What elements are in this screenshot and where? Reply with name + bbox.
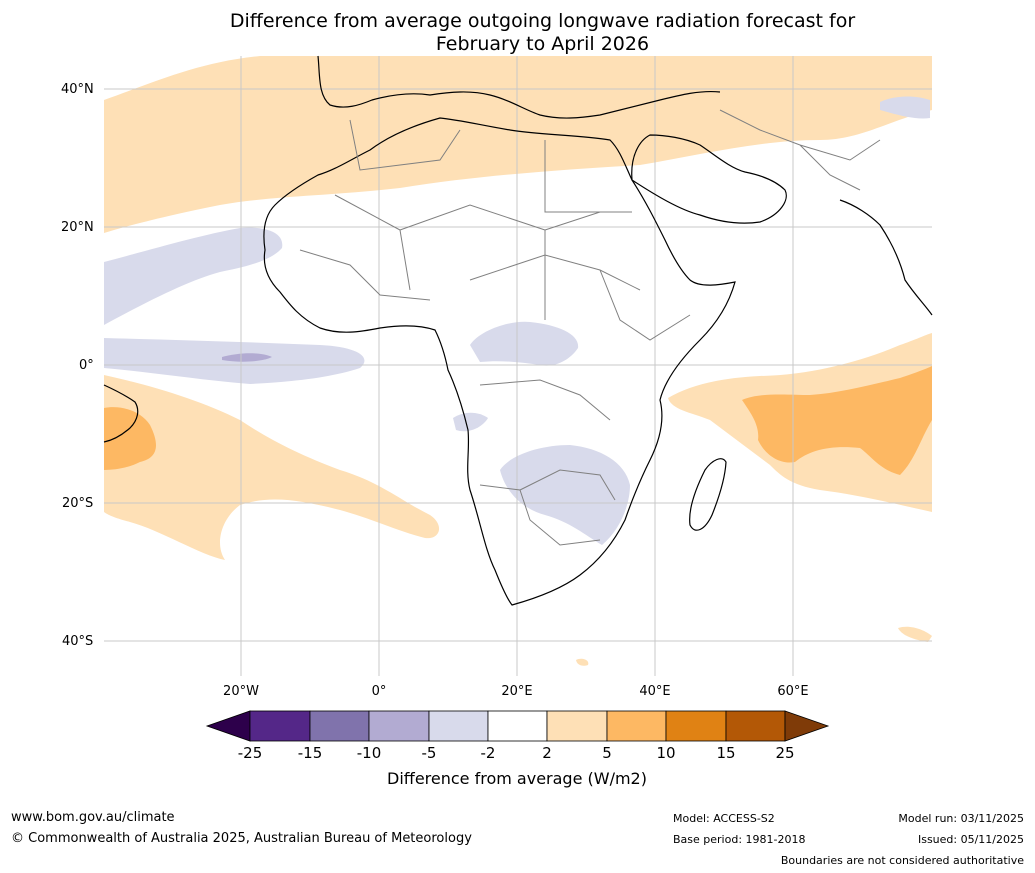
footer-disclaimer: Boundaries are not considered authoritat… <box>780 854 1024 867</box>
border-southern <box>519 469 616 501</box>
lon-label-20e: 20°E <box>501 684 533 699</box>
colorbar-tick: -10 <box>356 744 382 762</box>
border-maghreb <box>349 119 461 171</box>
colorbar-tick: -25 <box>237 744 263 762</box>
lat-label-40n: 40°N <box>61 82 94 97</box>
colorbar-tick: 15 <box>716 744 736 762</box>
colorbar-segment-5 <box>487 710 548 742</box>
lon-label-20w: 20°W <box>223 684 259 699</box>
colorbar-segment-1 <box>249 710 311 742</box>
africa-coastline <box>263 117 736 606</box>
lat-label-20s: 20°S <box>62 496 94 511</box>
colorbar-segment-9 <box>725 710 786 742</box>
colorbar <box>205 710 830 742</box>
footer-model: Model: ACCESS-S2 <box>673 812 775 825</box>
positive-anomaly-north <box>104 56 932 233</box>
border-central <box>469 254 641 291</box>
border-east <box>599 269 691 341</box>
title-line-2: February to April 2026 <box>435 33 650 55</box>
india-coastline <box>839 199 933 316</box>
footer-copyright: © Commonwealth of Australia 2025, Austra… <box>11 831 472 846</box>
colorbar-extend-left <box>205 710 251 742</box>
madagascar-coastline <box>689 458 727 531</box>
colorbar-segment-4 <box>428 710 489 742</box>
map-title: Difference from average outgoing longwav… <box>100 10 985 56</box>
positive-anomaly-indian-core <box>742 366 932 475</box>
negative-anomaly-southern-africa <box>500 445 630 545</box>
colorbar-segment-8 <box>665 710 727 742</box>
lon-label-60e: 60°E <box>777 684 809 699</box>
lat-label-40s: 40°S <box>62 634 94 649</box>
border-egypt <box>544 140 620 213</box>
coastlines <box>103 55 933 606</box>
border-congo <box>479 379 611 421</box>
negative-anomaly-middle-east <box>880 96 930 119</box>
negative-anomaly-gabon <box>453 412 488 432</box>
europe-coastline <box>317 55 721 119</box>
south-america-coastline <box>103 384 139 443</box>
colorbar-segment-2 <box>309 710 370 742</box>
border-south <box>479 484 601 546</box>
positive-anomaly-small-blob <box>576 658 589 666</box>
colorbar-tick: -5 <box>421 744 437 762</box>
colorbar-tick: 2 <box>542 744 552 762</box>
negative-anomaly-equatorial-core <box>222 353 272 362</box>
colorbar-segment-3 <box>368 710 430 742</box>
colorbar-label: Difference from average (W/m2) <box>387 769 647 788</box>
colorbar-tick: 5 <box>602 744 612 762</box>
gridlines <box>104 56 932 676</box>
lat-label-20n: 20°N <box>61 220 94 235</box>
positive-anomaly-south-indian-blob <box>898 626 932 642</box>
colorbar-tick: -2 <box>480 744 496 762</box>
border-iran <box>799 144 861 191</box>
positive-anomaly-south-america <box>104 407 156 470</box>
lon-label-40e: 40°E <box>639 684 671 699</box>
title-line-1: Difference from average outgoing longwav… <box>229 10 856 32</box>
footer-base-period: Base period: 1981-2018 <box>673 833 806 846</box>
negative-anomaly-congo <box>470 321 579 366</box>
footer-website: www.bom.gov.au/climate <box>11 810 175 825</box>
country-borders <box>299 109 881 546</box>
arabia-coastline <box>631 134 787 224</box>
colorbar-extend-right <box>784 710 830 742</box>
colorbar-segment-7 <box>606 710 667 742</box>
footer-issued: Issued: 05/11/2025 <box>917 833 1024 846</box>
colorbar-tick: 10 <box>656 744 676 762</box>
footer-model-run: Model run: 03/11/2025 <box>898 812 1024 825</box>
lon-label-0: 0° <box>371 684 387 699</box>
colorbar-tick: 25 <box>775 744 795 762</box>
lat-label-equator: 0° <box>79 358 94 373</box>
anomaly-fields <box>104 56 932 666</box>
colorbar-tick: -15 <box>297 744 323 762</box>
negative-anomaly-atlantic-north <box>104 227 283 325</box>
positive-anomaly-south-atlantic <box>104 375 440 560</box>
border-sahara-2 <box>399 204 546 320</box>
border-west <box>299 249 431 301</box>
colorbar-segment-6 <box>546 710 608 742</box>
